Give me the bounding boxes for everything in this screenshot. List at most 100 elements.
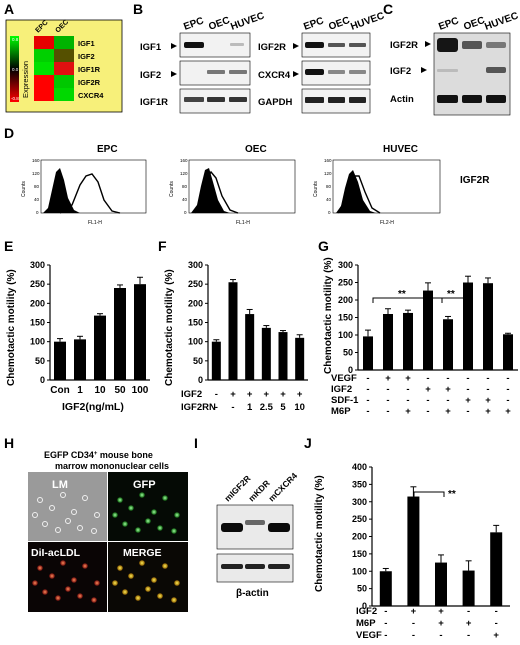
gel-band bbox=[207, 97, 225, 102]
condition-cell: - bbox=[506, 373, 509, 384]
arrow-marker bbox=[425, 41, 431, 47]
condition-cell: - bbox=[412, 618, 415, 629]
y-tick-label: 0 bbox=[40, 375, 45, 385]
panel-letter-h: H bbox=[4, 435, 14, 451]
expression-label: Expression bbox=[21, 61, 30, 98]
bar bbox=[403, 312, 413, 370]
dil-cells bbox=[32, 560, 100, 603]
facs-ytick: 0 bbox=[184, 210, 187, 215]
gel-band bbox=[207, 70, 225, 74]
heatmap-cell bbox=[34, 62, 54, 75]
condition-cell: + bbox=[485, 395, 491, 406]
blot-label-igf2r: IGF2R bbox=[258, 42, 286, 53]
panel-letter-f: F bbox=[158, 238, 167, 254]
bar bbox=[379, 571, 392, 606]
scale-bottom-label: -0.8 bbox=[11, 96, 19, 101]
gel-band bbox=[328, 70, 345, 74]
blot-col-oec-right: OEC bbox=[327, 15, 351, 33]
condition-row-label: IGF2 bbox=[356, 606, 377, 617]
y-tick-label: 100 bbox=[352, 566, 367, 576]
facs-ytick: 160 bbox=[32, 158, 40, 163]
condition-cell: + bbox=[385, 373, 391, 384]
facs-isotype-histogram bbox=[336, 170, 376, 213]
condition-cell: + bbox=[505, 406, 511, 417]
y-tick-label: 200 bbox=[188, 298, 203, 308]
bar bbox=[363, 336, 373, 370]
condition-cell: + bbox=[465, 395, 471, 406]
facs-ytick: 40 bbox=[326, 197, 332, 202]
y-tick-label: 0 bbox=[362, 601, 367, 611]
panel-letter-c: C bbox=[383, 1, 393, 17]
gel-band bbox=[437, 38, 458, 52]
facs-ytick: 40 bbox=[182, 197, 188, 202]
bar bbox=[490, 532, 503, 606]
x-tick-label: 1 bbox=[77, 385, 83, 396]
facs-ytick: 80 bbox=[326, 184, 332, 189]
bar bbox=[278, 332, 288, 380]
condition-cell: - bbox=[366, 373, 369, 384]
blot-col-huvec: HUVEC bbox=[229, 11, 266, 33]
bar bbox=[462, 570, 475, 606]
gel-band bbox=[437, 69, 458, 72]
y-tick-label: 250 bbox=[352, 514, 367, 524]
quadrant-label-lm: LM bbox=[52, 479, 68, 491]
bar bbox=[211, 341, 221, 380]
condition-cell: + bbox=[264, 389, 270, 400]
gel-band bbox=[184, 97, 204, 102]
gel-band bbox=[328, 43, 345, 47]
gel-band bbox=[486, 42, 506, 48]
condition-row-label: SDF-1 bbox=[331, 395, 359, 406]
facs-ytick: 40 bbox=[34, 197, 40, 202]
y-tick-label: 50 bbox=[343, 348, 353, 358]
gel-band bbox=[229, 70, 247, 74]
facs-ylabel: Counts bbox=[313, 181, 319, 197]
blot-label-igf2: IGF2 bbox=[140, 70, 161, 81]
heatmap-row-igf2: IGF2 bbox=[78, 52, 95, 61]
gel-band bbox=[221, 523, 243, 532]
bar bbox=[228, 282, 238, 380]
facs-stained-histogram bbox=[337, 175, 381, 214]
gel-band bbox=[328, 97, 345, 103]
condition-cell: + bbox=[247, 389, 253, 400]
y-tick-label: 0 bbox=[198, 375, 203, 385]
condition-cell: + bbox=[445, 384, 451, 395]
y-tick-label: 100 bbox=[30, 337, 45, 347]
gel-band bbox=[349, 43, 366, 47]
bar-chart-g: 0 50 100 150 200 250 300 bbox=[338, 260, 518, 375]
condition-cell: 2.5 bbox=[260, 402, 274, 413]
condition-cell: - bbox=[426, 373, 429, 384]
condition-table-f: - + + + + + - - 1 2.5 5 10 bbox=[215, 389, 305, 413]
panel-letter-e: E bbox=[4, 238, 13, 254]
gel-band bbox=[221, 564, 243, 569]
y-tick-label: 250 bbox=[338, 278, 353, 288]
gel-band bbox=[305, 42, 324, 48]
condition-cell: + bbox=[493, 630, 499, 641]
microscopy-subtitle: marrow mononuclear cells bbox=[55, 461, 169, 471]
gel-band bbox=[184, 42, 204, 48]
y-tick-label: 0 bbox=[348, 365, 353, 375]
condition-cell: + bbox=[297, 389, 303, 400]
x-tick-label: 100 bbox=[132, 385, 149, 396]
condition-cell: - bbox=[406, 384, 409, 395]
y-axis-label: Chemotactic motility (%) bbox=[314, 475, 325, 592]
condition-cell: - bbox=[467, 630, 470, 641]
condition-row-label: M6P bbox=[331, 406, 351, 417]
gel-band bbox=[462, 95, 482, 103]
heatmap-cell bbox=[54, 36, 74, 49]
condition-cell: - bbox=[446, 395, 449, 406]
significance-stars: ** bbox=[448, 489, 456, 500]
condition-cell: + bbox=[485, 406, 491, 417]
panel-c: C EPC OEC HUVEC IGF2R IGF2 Actin bbox=[383, 1, 520, 116]
facs-ylabel: Counts bbox=[169, 181, 175, 197]
condition-cell: - bbox=[466, 373, 469, 384]
gel-band bbox=[268, 564, 290, 569]
condition-cell: - bbox=[446, 373, 449, 384]
x-tick-label: Con bbox=[50, 385, 69, 396]
facs-title-epc: EPC bbox=[97, 144, 118, 155]
facs-histogram-epc: Counts 0 40 80 120 160 FL1-H bbox=[21, 158, 147, 226]
facs-isotype-histogram bbox=[43, 168, 80, 213]
micrograph-lm bbox=[28, 472, 107, 541]
condition-cell: - bbox=[366, 384, 369, 395]
heatmap-cell bbox=[54, 49, 74, 62]
